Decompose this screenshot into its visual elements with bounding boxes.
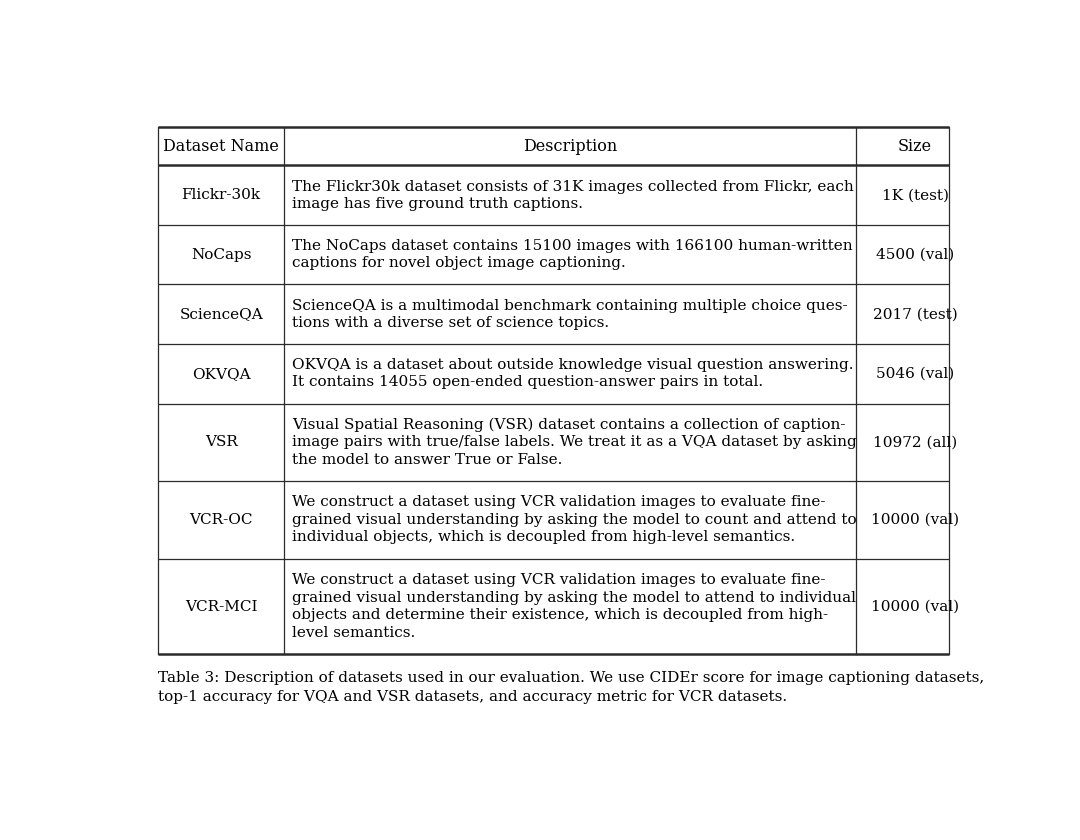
Text: 1K (test): 1K (test) [881, 188, 948, 202]
Text: tions with a diverse set of science topics.: tions with a diverse set of science topi… [293, 316, 609, 330]
Text: captions for novel object image captioning.: captions for novel object image captioni… [293, 256, 626, 270]
Text: VSR: VSR [205, 435, 238, 449]
Text: ScienceQA: ScienceQA [179, 307, 264, 321]
Text: 10972 (all): 10972 (all) [873, 435, 957, 449]
Text: the model to answer True or False.: the model to answer True or False. [293, 453, 563, 467]
Text: VCR-MCI: VCR-MCI [185, 600, 257, 613]
Text: 5046 (val): 5046 (val) [876, 367, 955, 381]
Text: VCR-OC: VCR-OC [189, 513, 253, 527]
Text: 4500 (val): 4500 (val) [876, 248, 955, 262]
Text: OKVQA: OKVQA [192, 367, 251, 381]
Text: Flickr-30k: Flickr-30k [181, 188, 260, 202]
Text: level semantics.: level semantics. [293, 626, 416, 640]
Text: grained visual understanding by asking the model to count and attend to: grained visual understanding by asking t… [293, 513, 858, 527]
Text: We construct a dataset using VCR validation images to evaluate fine-: We construct a dataset using VCR validat… [293, 574, 826, 587]
Text: individual objects, which is decoupled from high-level semantics.: individual objects, which is decoupled f… [293, 530, 796, 544]
Text: Description: Description [523, 138, 618, 155]
Text: Table 3: Description of datasets used in our evaluation. We use CIDEr score for : Table 3: Description of datasets used in… [159, 670, 985, 685]
Text: grained visual understanding by asking the model to attend to individual: grained visual understanding by asking t… [293, 591, 856, 605]
Text: objects and determine their existence, which is decoupled from high-: objects and determine their existence, w… [293, 608, 828, 622]
Text: top-1 accuracy for VQA and VSR datasets, and accuracy metric for VCR datasets.: top-1 accuracy for VQA and VSR datasets,… [159, 690, 787, 704]
Text: 2017 (test): 2017 (test) [873, 307, 958, 321]
Text: It contains 14055 open-ended question-answer pairs in total.: It contains 14055 open-ended question-an… [293, 375, 764, 390]
Text: image has five ground truth captions.: image has five ground truth captions. [293, 197, 583, 211]
Text: The Flickr30k dataset consists of 31K images collected from Flickr, each: The Flickr30k dataset consists of 31K im… [293, 180, 854, 193]
Text: 10000 (val): 10000 (val) [872, 513, 959, 527]
Text: NoCaps: NoCaps [191, 248, 252, 262]
Text: Dataset Name: Dataset Name [163, 138, 279, 155]
Text: ScienceQA is a multimodal benchmark containing multiple choice ques-: ScienceQA is a multimodal benchmark cont… [293, 298, 848, 312]
Text: Size: Size [899, 138, 932, 155]
Text: 10000 (val): 10000 (val) [872, 600, 959, 613]
Text: image pairs with true/false labels. We treat it as a VQA dataset by asking: image pairs with true/false labels. We t… [293, 435, 858, 449]
Text: The NoCaps dataset contains 15100 images with 166100 human-written: The NoCaps dataset contains 15100 images… [293, 239, 853, 253]
Text: OKVQA is a dataset about outside knowledge visual question answering.: OKVQA is a dataset about outside knowled… [293, 358, 854, 372]
Text: Visual Spatial Reasoning (VSR) dataset contains a collection of caption-: Visual Spatial Reasoning (VSR) dataset c… [293, 417, 846, 432]
Text: We construct a dataset using VCR validation images to evaluate fine-: We construct a dataset using VCR validat… [293, 496, 826, 510]
